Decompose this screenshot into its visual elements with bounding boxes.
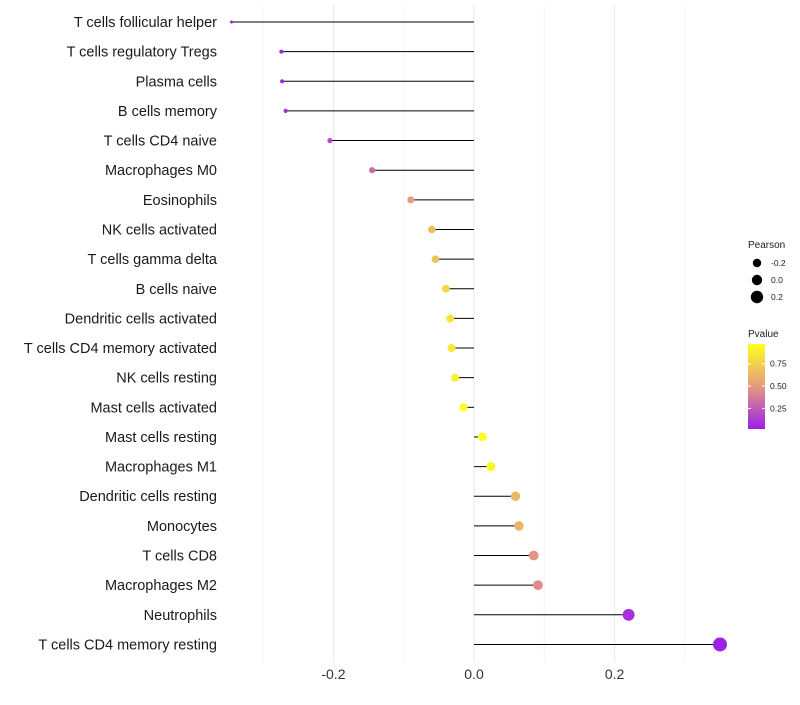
lollipop-point (280, 79, 285, 84)
lollipop-point (528, 550, 539, 561)
category-label: Macrophages M0 (105, 163, 217, 179)
size-legend-label: -0.2 (771, 258, 786, 268)
lollipop-point (441, 284, 450, 293)
lollipop-point (451, 373, 460, 382)
category-label: Dendritic cells activated (65, 311, 217, 327)
category-label: T cells CD8 (142, 549, 217, 565)
x-axis-ticks: -0.2 0.0 0.2 (321, 666, 624, 682)
lollipop-point (283, 108, 288, 114)
point-layer (230, 20, 727, 652)
legend: Pearson -0.2 0.0 0.2 Pvalue 0.75 0.50 0.25 (748, 240, 787, 429)
x-tick-label: 0.0 (464, 666, 484, 682)
lollipop-point (279, 49, 284, 54)
lollipop-point (622, 608, 635, 621)
category-label: Plasma cells (136, 74, 217, 90)
colorbar-label: 0.75 (770, 359, 787, 369)
lollipop-point (407, 196, 415, 204)
lollipop-point (533, 580, 543, 591)
lollipop-point (459, 403, 468, 412)
lollipop-point (510, 491, 521, 501)
x-tick-label: 0.2 (605, 666, 625, 682)
lollipop-point (428, 225, 436, 234)
category-label: T cells follicular helper (74, 15, 217, 31)
lollipop-point (230, 20, 234, 24)
lollipop-point (447, 344, 456, 353)
category-label: B cells naive (136, 282, 217, 298)
lollipop-point (478, 432, 487, 442)
size-legend-dot (751, 274, 763, 286)
colorbar-label: 0.50 (770, 381, 787, 391)
grid-layer (262, 5, 686, 662)
x-tick-label: -0.2 (321, 666, 345, 682)
stem-layer (231, 21, 720, 645)
category-label: T cells CD4 memory resting (38, 637, 217, 653)
category-label: NK cells activated (102, 222, 217, 238)
pvalue-colorbar (748, 344, 765, 429)
category-label: Monocytes (147, 519, 217, 535)
category-label: Macrophages M1 (105, 460, 217, 476)
category-label: Dendritic cells resting (79, 489, 217, 505)
lollipop-point (369, 167, 376, 174)
category-label: Mast cells resting (105, 430, 217, 446)
category-label: Neutrophils (144, 608, 217, 624)
lollipop-point (327, 137, 333, 144)
size-legend-dot (752, 258, 762, 268)
lollipop-point (713, 637, 727, 652)
category-label: Eosinophils (143, 193, 217, 209)
lollipop-point (514, 521, 524, 531)
lollipop-point (431, 255, 440, 263)
category-label: T cells gamma delta (88, 252, 218, 268)
category-label: T cells CD4 memory activated (24, 341, 217, 357)
size-legend-label: 0.2 (771, 292, 783, 302)
size-legend-dot (750, 290, 764, 304)
category-label: Mast cells activated (90, 400, 217, 416)
lollipop-point (486, 462, 496, 472)
category-labels: T cells follicular helper T cells regulat… (24, 15, 218, 653)
size-legend-label: 0.0 (771, 275, 783, 285)
size-legend-title: Pearson (748, 240, 785, 251)
category-label: Macrophages M2 (105, 578, 217, 594)
category-label: B cells memory (118, 104, 218, 120)
category-label: T cells CD4 naive (104, 134, 217, 150)
color-legend-title: Pvalue (748, 329, 779, 340)
category-label: T cells regulatory Tregs (67, 45, 217, 61)
category-label: NK cells resting (116, 371, 217, 387)
lollipop-point (446, 314, 455, 323)
colorbar-label: 0.25 (770, 403, 787, 413)
